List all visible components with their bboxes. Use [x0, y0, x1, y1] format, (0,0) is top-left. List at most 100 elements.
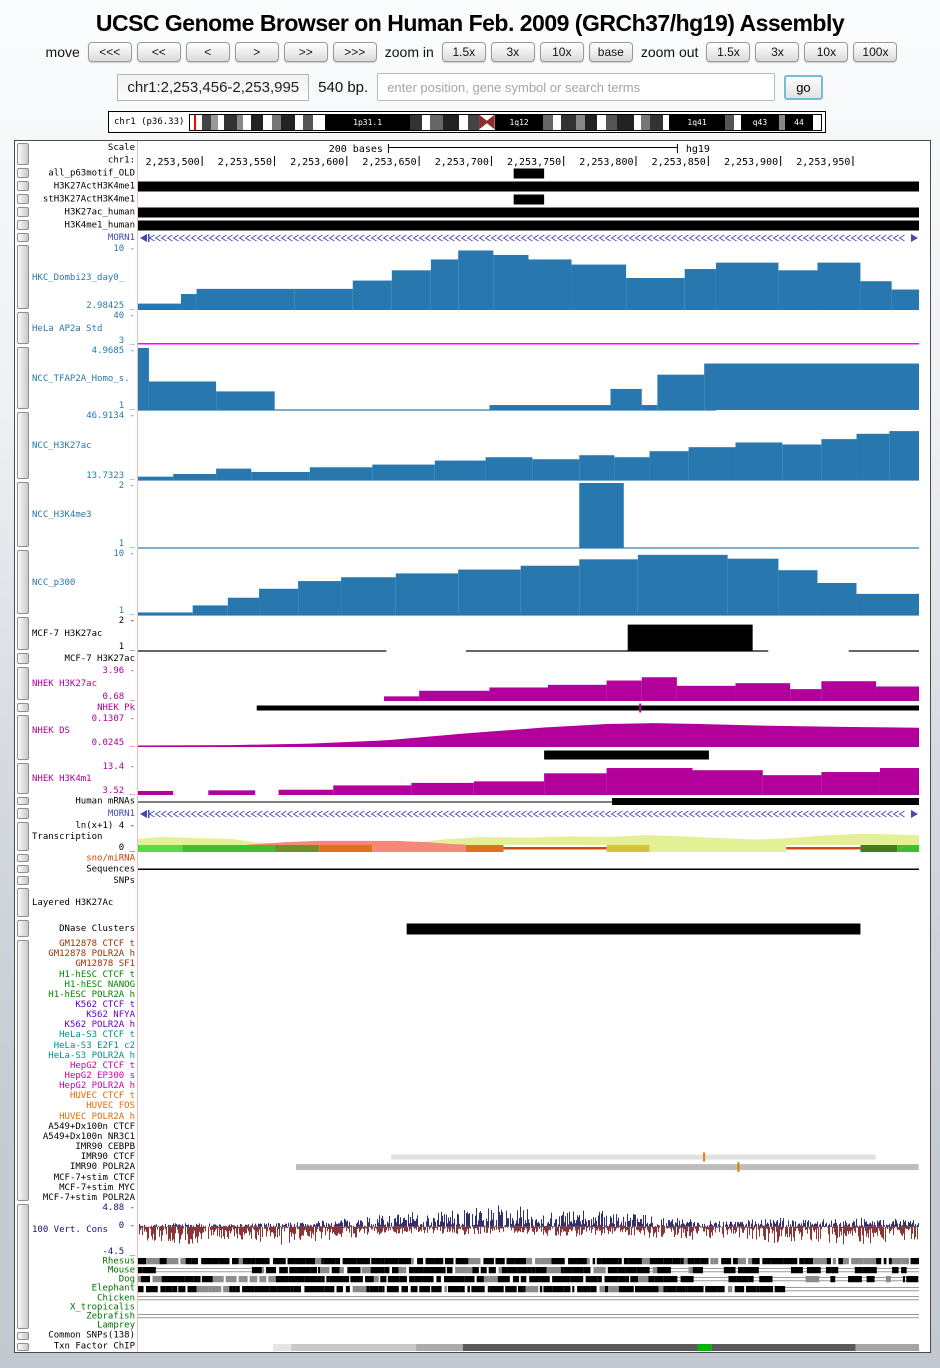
track-config-button[interactable]	[17, 1203, 29, 1329]
track-data-mouse[interactable]	[138, 1266, 919, 1275]
chromosome-band[interactable]: 1q41	[668, 114, 726, 130]
track-label-x-tropicalis[interactable]: X_tropicalis	[32, 1302, 135, 1312]
track-data-txn-factor-chip[interactable]	[138, 1342, 919, 1353]
zoom-out-2-button[interactable]: 3x	[755, 42, 800, 62]
track-data-dnase-clusters[interactable]	[138, 919, 919, 939]
track-label-hela-s3-e2f1-c2[interactable]: HeLa-S3 E2F1 c2	[32, 1040, 135, 1051]
track-config-button[interactable]	[17, 312, 29, 344]
track-label-mcf-7-stim-myc[interactable]: MCF-7+stim MYC	[32, 1183, 135, 1193]
track-data-k562-ctcf-t[interactable]	[138, 1000, 919, 1010]
track-data-mcf-7-h3k27ac[interactable]	[138, 616, 919, 652]
chromosome-band[interactable]	[561, 114, 576, 130]
track-config-button[interactable]	[17, 245, 29, 309]
move-3-button[interactable]: <	[185, 42, 230, 62]
track-label-100-vert-cons[interactable]: 100 Vert. Cons 4.88 - 0 - -4.5 _	[32, 1203, 135, 1257]
track-config-button[interactable]	[17, 181, 29, 191]
chromosome-band[interactable]	[312, 114, 325, 130]
track-label-common-snps-138[interactable]: Common SNPs(138)	[32, 1331, 135, 1342]
track-label-hepg2-polr2a-h[interactable]: HepG2 POLR2A h	[32, 1081, 135, 1091]
chromosome-band[interactable]	[543, 114, 554, 130]
chromosome-band[interactable]	[597, 114, 607, 130]
track-config-button[interactable]	[17, 617, 29, 650]
zoom-in-1-button[interactable]: 1.5x	[441, 42, 486, 62]
chromosome-band[interactable]	[616, 114, 634, 130]
track-data-mcf-7-h3k27ac[interactable]	[138, 652, 919, 666]
chromosome-band[interactable]	[211, 114, 218, 130]
track-data-zebrafish[interactable]	[138, 1312, 919, 1321]
track-data-h3k4me1-human[interactable]	[138, 219, 919, 232]
track-label-nhek-ds[interactable]: NHEK DS 0.1307 - 0.0245 _	[32, 714, 135, 748]
track-config-button[interactable]	[17, 412, 29, 479]
track-label-morn1[interactable]: MORN1	[32, 807, 135, 821]
track-data-ncc-h3k27ac[interactable]	[138, 411, 919, 481]
track-config-button[interactable]	[17, 220, 29, 230]
track-label-elephant[interactable]: Elephant	[32, 1284, 135, 1294]
track-image[interactable]: Scale 200 bases hg19 chr1: 2,253,500 2,253,55…	[14, 140, 931, 1353]
track-label-hepg2-ctcf-t[interactable]: HepG2 CTCF t	[32, 1061, 135, 1071]
track-data-ncc-tfap2a-homo-s[interactable]	[138, 346, 919, 411]
track-label-hepg2-ep300-s[interactable]: HepG2 EP300 s	[32, 1071, 135, 1081]
move-6-button[interactable]: >>>	[332, 42, 377, 62]
track-label-nhek-h3k4m1[interactable]: NHEK H3K4m1 13.4 - 3.52 _	[32, 762, 135, 796]
track-config-button[interactable]	[17, 865, 29, 873]
track-config-button[interactable]	[17, 194, 29, 204]
track-label-mcf-7-stim-ctcf[interactable]: MCF-7+stim CTCF	[32, 1172, 135, 1182]
track-data-k562-nfya[interactable]	[138, 1010, 919, 1020]
track-data-hela-ap2a-std[interactable]	[138, 311, 919, 346]
track-data-ncc-h3k4me3[interactable]	[138, 481, 919, 549]
track-data-huvec-fos[interactable]	[138, 1101, 919, 1111]
track-label-sno-mirna[interactable]: sno/miRNA	[32, 853, 135, 864]
chromosome-band[interactable]: 1p31.1	[324, 114, 411, 130]
track-label-ncc-tfap2a-homo-s[interactable]: NCC_TFAP2A_Homo_s. 4.9685 - 1 _	[32, 346, 135, 411]
track-label-mouse[interactable]: Mouse	[32, 1265, 135, 1275]
track-label-h3k27ac-human[interactable]: H3K27ac_human	[32, 206, 135, 219]
chromosome-band[interactable]	[459, 114, 469, 130]
track-data-h1-hesc-ctcf-t[interactable]	[138, 969, 919, 979]
track-config-button[interactable]	[17, 233, 29, 242]
track-data-morn1[interactable]	[138, 232, 919, 244]
track-label-mcf-7-stim-polr2a[interactable]: MCF-7+stim POLR2A	[32, 1193, 135, 1203]
track-data-nhek-ds[interactable]	[138, 714, 919, 748]
track-data-chicken[interactable]	[138, 1294, 919, 1303]
track-label-gm12878-polr2a-h[interactable]: GM12878 POLR2A h	[32, 949, 135, 959]
chromosome-band[interactable]	[430, 114, 443, 130]
move-5-button[interactable]: >>	[283, 42, 328, 62]
chromosome-band[interactable]	[813, 114, 821, 130]
zoom-in-4-button[interactable]: base	[588, 42, 633, 62]
chromosome-band[interactable]	[251, 114, 263, 130]
track-data-gm12878-polr2a-h[interactable]	[138, 949, 919, 959]
move-1-button[interactable]: <<<	[87, 42, 132, 62]
track-data-h1-hesc-polr2a-h[interactable]	[138, 990, 919, 1000]
track-config-button[interactable]	[17, 715, 29, 760]
track-data-huvec-polr2a-h[interactable]	[138, 1112, 919, 1122]
track-config-button[interactable]	[17, 822, 29, 851]
chromosome-band[interactable]	[606, 114, 617, 130]
track-label-imr90-cebpb[interactable]: IMR90 CEBPB	[32, 1142, 135, 1152]
track-data-a549-dx100n-nr3c1[interactable]	[138, 1132, 919, 1142]
track-data-chr1[interactable]: 2,253,500 2,253,550 2,253,600 2,253,650 2,25…	[138, 154, 919, 167]
centromere[interactable]	[479, 114, 495, 130]
position-display[interactable]: chr1:2,253,456-2,253,995	[117, 73, 310, 101]
chromosome-band[interactable]	[584, 114, 598, 130]
track-config-button[interactable]	[17, 207, 29, 217]
track-data-hela-s3-ctcf-t[interactable]	[138, 1030, 919, 1040]
chromosome-band[interactable]	[280, 114, 296, 130]
track-data-layered-h3k27ac[interactable]	[138, 887, 919, 919]
track-data-nhek-h3k27ac[interactable]	[138, 666, 919, 702]
track-label-huvec-polr2a-h[interactable]: HUVEC POLR2A h	[32, 1112, 135, 1122]
chromosome-band[interactable]	[410, 114, 423, 130]
chromosome-band[interactable]	[303, 114, 313, 130]
track-label-rhesus[interactable]: Rhesus	[32, 1256, 135, 1266]
zoom-in-3-button[interactable]: 10x	[539, 42, 584, 62]
track-data-transcription[interactable]	[138, 821, 919, 853]
track-data-bar[interactable]	[138, 748, 919, 762]
track-data-h1-hesc-nanog[interactable]	[138, 980, 919, 990]
track-config-button[interactable]	[17, 854, 29, 862]
track-data-nhek-h3k4m1[interactable]	[138, 762, 919, 796]
move-2-button[interactable]: <<	[136, 42, 181, 62]
track-label-hela-s3-ctcf-t[interactable]: HeLa-S3 CTCF t	[32, 1030, 135, 1040]
track-data-k562-polr2a-h[interactable]	[138, 1020, 919, 1030]
track-data-hela-s3-e2f1-c2[interactable]	[138, 1041, 919, 1051]
track-config-button[interactable]	[17, 1331, 29, 1340]
track-data-h3k27ac-human[interactable]	[138, 206, 919, 219]
